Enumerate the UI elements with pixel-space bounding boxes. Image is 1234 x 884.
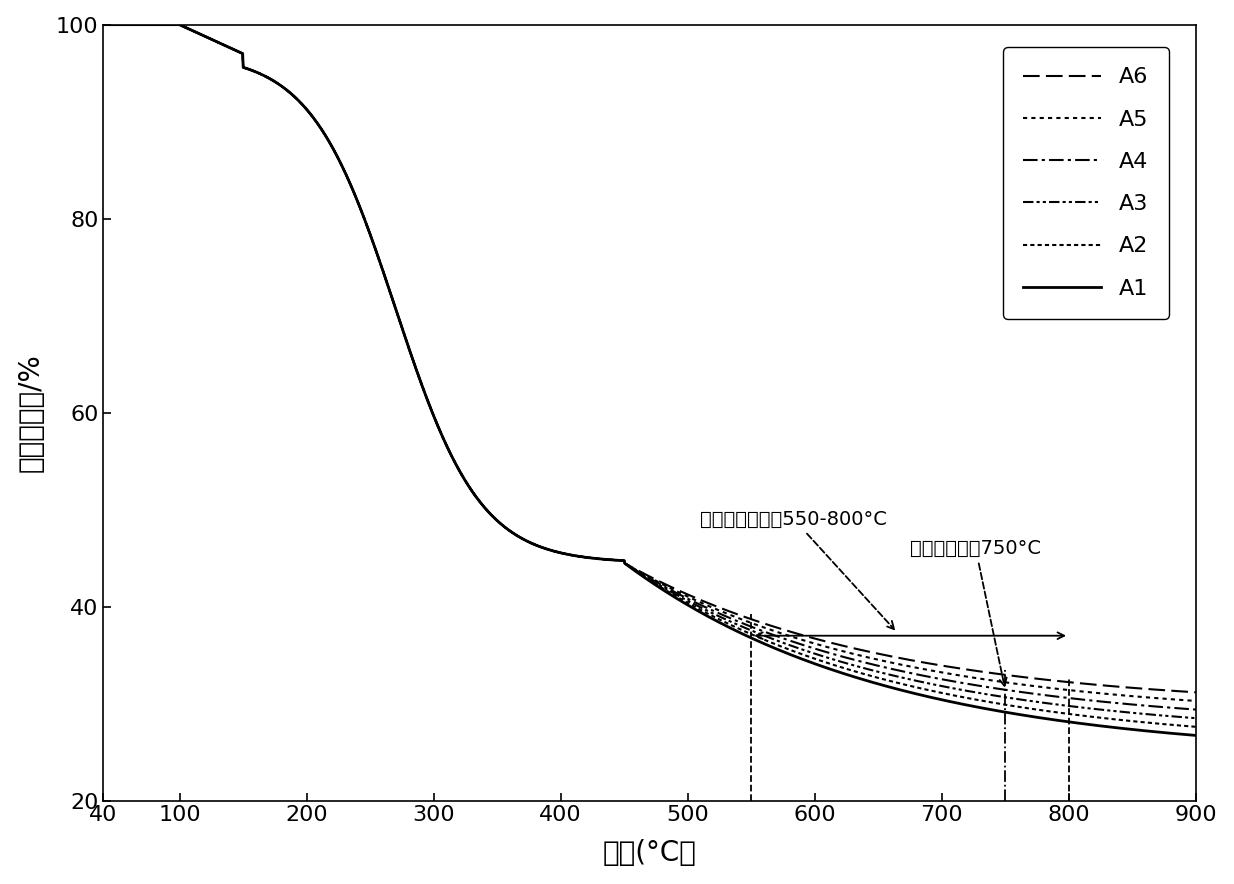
A5	[1188, 696, 1203, 706]
A6	[1156, 685, 1171, 696]
A4	[598, 554, 613, 565]
A6	[956, 664, 971, 674]
A4	[1156, 702, 1171, 713]
A3	[598, 554, 613, 565]
A2	[1156, 719, 1171, 729]
A2	[96, 19, 111, 30]
A4	[1157, 702, 1172, 713]
Line: A1: A1	[104, 25, 1196, 735]
A4	[956, 678, 971, 689]
A1	[1156, 728, 1171, 738]
A1	[598, 554, 613, 565]
Legend: A6, A5, A4, A3, A2, A1: A6, A5, A4, A3, A2, A1	[1003, 48, 1169, 318]
A1	[96, 19, 111, 30]
A6	[598, 554, 613, 565]
A2	[152, 19, 167, 30]
A3	[1188, 713, 1203, 723]
Y-axis label: 质量百分数/%: 质量百分数/%	[17, 354, 44, 472]
A3	[956, 685, 971, 696]
A1	[627, 565, 642, 575]
A4	[96, 19, 111, 30]
A6	[627, 563, 642, 574]
A4	[1188, 705, 1203, 715]
Line: A6: A6	[104, 25, 1196, 692]
A2	[627, 565, 642, 575]
A2	[956, 692, 971, 703]
A5	[152, 19, 167, 30]
A3	[627, 565, 642, 575]
A1	[1157, 728, 1172, 738]
Line: A3: A3	[104, 25, 1196, 718]
A3	[1156, 711, 1171, 721]
Line: A5: A5	[104, 25, 1196, 701]
A2	[1157, 719, 1172, 729]
A1	[1188, 730, 1203, 741]
A5	[956, 671, 971, 682]
A3	[1157, 711, 1172, 721]
A6	[152, 19, 167, 30]
A1	[152, 19, 167, 30]
Text: 差异温度点：750°C: 差异温度点：750°C	[911, 539, 1041, 686]
A5	[1157, 693, 1172, 704]
A1	[956, 699, 971, 710]
X-axis label: 温度(°C）: 温度(°C）	[602, 839, 696, 867]
A6	[1188, 687, 1203, 697]
A6	[96, 19, 111, 30]
A5	[96, 19, 111, 30]
A3	[152, 19, 167, 30]
Line: A2: A2	[104, 25, 1196, 727]
A4	[627, 564, 642, 575]
A5	[1156, 693, 1171, 704]
A3	[96, 19, 111, 30]
Line: A4: A4	[104, 25, 1196, 710]
A6	[1157, 685, 1172, 696]
A4	[152, 19, 167, 30]
A5	[627, 564, 642, 575]
A5	[598, 554, 613, 565]
Text: 差异温度区间：550-800°C: 差异温度区间：550-800°C	[701, 510, 895, 629]
A2	[598, 554, 613, 565]
A2	[1188, 721, 1203, 732]
